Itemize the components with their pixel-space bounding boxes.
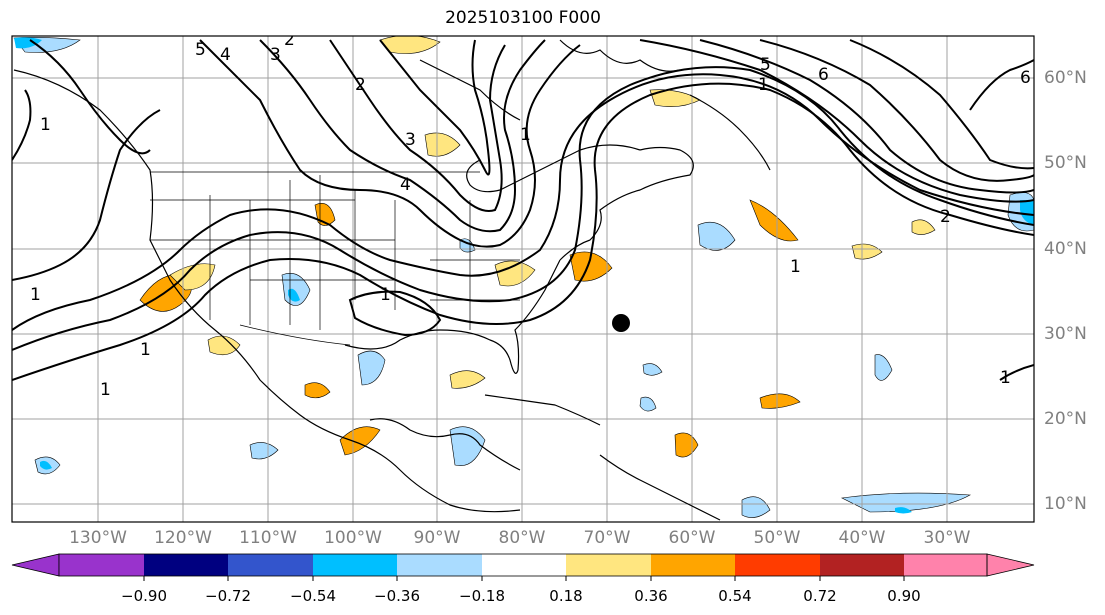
shading-warm <box>851 243 883 260</box>
colorbar-tick-label: −0.36 <box>374 587 420 605</box>
map-title: 2025103100 F000 <box>445 8 601 28</box>
colorbar-border <box>58 553 988 577</box>
shading-cool <box>642 363 663 376</box>
colorbar-segment <box>904 554 987 576</box>
latitude-label: 20°N <box>1044 409 1087 429</box>
contour-label: 2 <box>355 75 366 95</box>
longitude-label: 80°W <box>498 528 546 548</box>
storm-position-marker <box>612 314 630 332</box>
shading-warm <box>304 382 331 399</box>
colorbar-tick-label: 0.18 <box>549 587 583 605</box>
longitude-label: 50°W <box>753 528 801 548</box>
longitude-label: 110°W <box>239 528 297 548</box>
contour-label: 1 <box>520 125 531 145</box>
contour-label: 1 <box>1000 368 1011 388</box>
longitude-label: 120°W <box>154 528 212 548</box>
shading-cool <box>1020 200 1034 225</box>
longitude-label: 90°W <box>413 528 461 548</box>
colorbar-segment <box>735 554 820 576</box>
shading-cool <box>14 37 42 49</box>
contour-label: 6 <box>1020 68 1031 88</box>
longitude-label: 30°W <box>923 528 971 548</box>
shading-warm <box>759 393 801 409</box>
shading-warm <box>379 36 441 54</box>
contour-label: 4 <box>400 175 411 195</box>
shading-cool <box>741 496 771 518</box>
colorbar-tick-label: −0.72 <box>205 587 251 605</box>
shading-warm <box>569 251 613 282</box>
colorbar-segment <box>144 554 228 576</box>
contour-label: 1 <box>380 285 391 305</box>
longitude-label: 130°W <box>69 528 127 548</box>
contour-label: 1 <box>30 285 41 305</box>
contour-labels: 5 4 3 2 1 1 1 1 1 2 3 4 5 6 6 1 1 1 1 2 <box>30 30 1031 400</box>
contour-label: 5 <box>760 55 771 75</box>
shading-warm <box>494 260 536 287</box>
shading-cool <box>40 460 52 470</box>
contour-label: 3 <box>405 130 416 150</box>
colorbar-segment <box>651 554 735 576</box>
colorbar-low-extension <box>11 553 60 577</box>
longitude-label: 40°W <box>838 528 886 548</box>
shading-cool <box>874 354 893 381</box>
colorbar-tick-label: 0.72 <box>803 587 837 605</box>
latitude-label: 30°N <box>1044 324 1087 344</box>
contour-label: 1 <box>790 257 801 277</box>
colorbar-tick-label: −0.54 <box>290 587 336 605</box>
political-borders <box>150 171 520 346</box>
shading-warm <box>911 219 936 235</box>
contour-label: 2 <box>940 207 951 227</box>
colorbar-tick-label: 0.36 <box>634 587 668 605</box>
shading-warm <box>169 263 216 291</box>
colorbar <box>11 553 1035 581</box>
shading-warm <box>207 335 241 356</box>
longitude-label: 100°W <box>324 528 382 548</box>
shading-cool <box>449 426 486 467</box>
colorbar-segment <box>313 554 397 576</box>
contour-label: 1 <box>40 115 51 135</box>
contour-label: 1 <box>758 75 769 95</box>
map-border <box>11 35 1035 523</box>
contour-label: 6 <box>818 65 829 85</box>
shading-warm <box>749 199 799 242</box>
shading-warm <box>449 370 486 389</box>
contour-label: 3 <box>270 45 281 65</box>
latitude-label: 10°N <box>1044 494 1087 514</box>
contour-label: 1 <box>100 380 111 400</box>
height-contours <box>12 39 1034 381</box>
contour-label: 1 <box>140 340 151 360</box>
shading-cool <box>357 350 386 386</box>
shading-cool <box>639 396 657 412</box>
colorbar-tick-label: 0.54 <box>718 587 752 605</box>
colorbar-tick-label: −0.90 <box>121 587 167 605</box>
shading-cool <box>249 442 279 460</box>
colorbar-segment <box>566 554 651 576</box>
longitude-label: 60°W <box>668 528 716 548</box>
contour-label: 5 <box>195 40 206 60</box>
shading-cool <box>288 288 300 302</box>
colorbar-segment <box>228 554 313 576</box>
contour-label: 4 <box>220 45 231 65</box>
colorbar-segment <box>820 554 904 576</box>
colorbar-high-extension <box>986 553 1035 577</box>
latitude-label: 40°N <box>1044 239 1087 259</box>
colorbar-segment <box>59 554 144 576</box>
shading-cool <box>281 273 311 306</box>
colorbar-tick-label: −0.18 <box>459 587 505 605</box>
longitude-label: 70°W <box>583 528 631 548</box>
colorbar-segment <box>397 554 482 576</box>
shading-cool <box>895 507 912 514</box>
colorbar-tick-label: 0.90 <box>887 587 921 605</box>
contour-label: 2 <box>284 30 295 50</box>
anomaly-shading <box>13 36 1034 518</box>
latitude-label: 60°N <box>1044 68 1087 88</box>
colorbar-segment <box>482 554 566 576</box>
latitude-label: 50°N <box>1044 153 1087 173</box>
